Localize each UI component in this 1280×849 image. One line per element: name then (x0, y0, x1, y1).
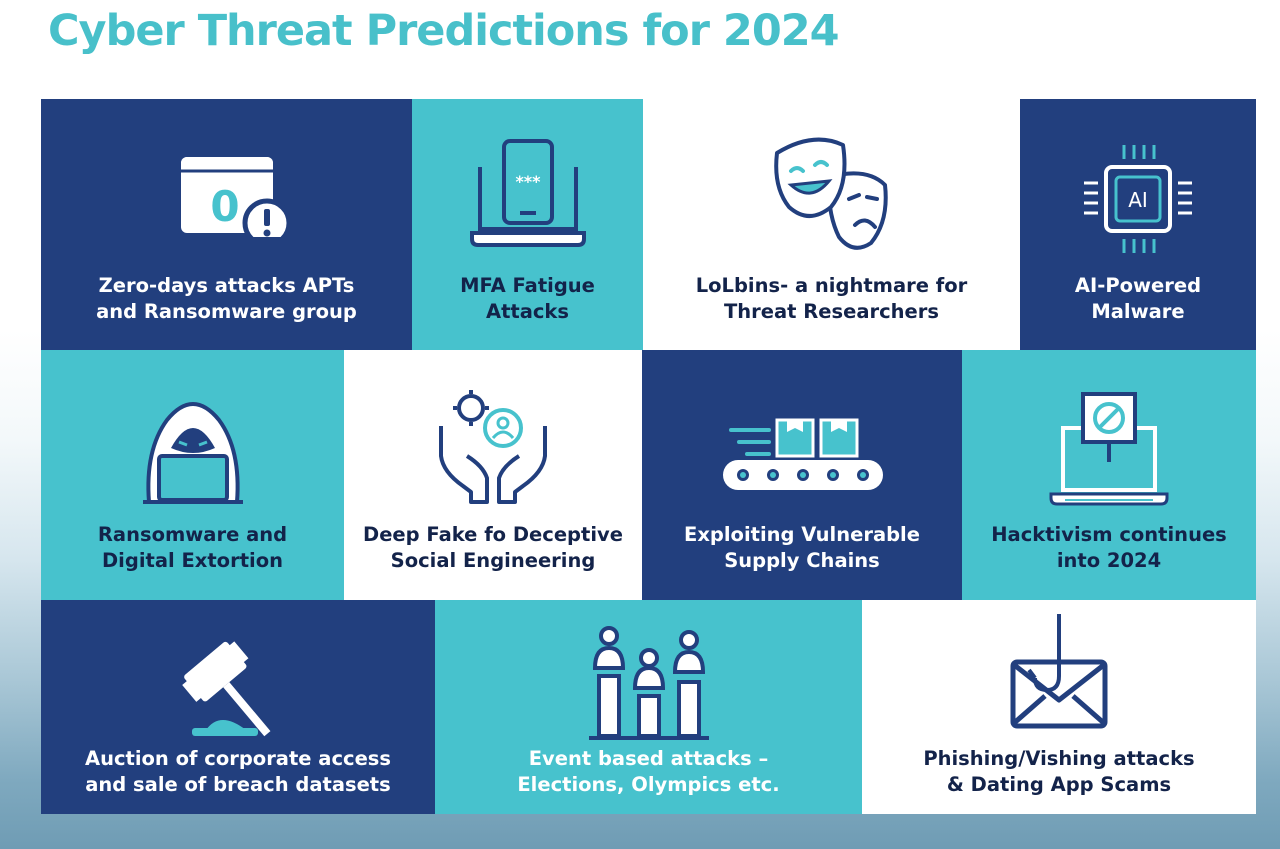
tile-label: Event based attacks – Elections, Olympic… (517, 747, 780, 796)
tile-deep-fake: Deep Fake fo Deceptive Social Engineerin… (344, 350, 642, 600)
hands-gear-user-icon (439, 390, 547, 504)
tile-hacktivism: Hacktivism continues into 2024 (962, 350, 1256, 600)
svg-text:0: 0 (210, 182, 239, 231)
hooded-hacker-icon (142, 402, 243, 504)
laptop-phone-password-icon: *** (469, 139, 586, 247)
tile-event-attacks: Event based attacks – Elections, Olympic… (435, 600, 862, 814)
svg-text:AI: AI (1128, 188, 1148, 212)
tile-label: Hacktivism continues into 2024 (991, 523, 1227, 572)
svg-text:***: *** (515, 172, 541, 191)
tile-label: LoLbins- a nightmare for Threat Research… (695, 274, 968, 323)
tile-label: Exploiting Vulnerable Supply Chains (684, 523, 920, 572)
phishing-envelope-icon (1010, 614, 1108, 729)
auction-gavel-icon (182, 641, 271, 737)
tile-phishing: Phishing/Vishing attacks & Dating App Sc… (862, 600, 1256, 814)
tile-label: Auction of corporate access and sale of … (84, 747, 392, 796)
tile-label: Deep Fake fo Deceptive Social Engineerin… (363, 523, 623, 572)
tile-label: Zero-days attacks APTs and Ransomware gr… (96, 274, 357, 323)
tile-ai-malware: AI AI-Powered Malware (1020, 99, 1256, 350)
tile-label: MFA Fatigue Attacks (460, 274, 595, 323)
theater-masks-icon (773, 137, 888, 250)
page-title: Cyber Threat Predictions for 2024 (48, 6, 840, 56)
tile-label: Ransomware and Digital Extortion (97, 523, 288, 572)
zero-day-warning-icon: 0 (180, 157, 287, 237)
tile-zero-days: 0 Zero-days attacks APTs and Ransomware … (41, 99, 412, 350)
tile-auction: Auction of corporate access and sale of … (41, 600, 435, 814)
tile-lolbins: LoLbins- a nightmare for Threat Research… (643, 99, 1020, 350)
laptop-protest-sign-icon (1049, 392, 1169, 506)
ai-chip-icon: AI (1084, 145, 1192, 253)
tile-label: Phishing/Vishing attacks & Dating App Sc… (923, 747, 1195, 796)
tile-supply-chains: Exploiting Vulnerable Supply Chains (642, 350, 962, 600)
tile-mfa-fatigue: *** MFA Fatigue Attacks (412, 99, 643, 350)
podium-people-icon (588, 626, 709, 740)
conveyor-boxes-icon (723, 418, 883, 490)
tile-label: AI-Powered Malware (1074, 274, 1202, 323)
tile-ransomware: Ransomware and Digital Extortion (41, 350, 344, 600)
